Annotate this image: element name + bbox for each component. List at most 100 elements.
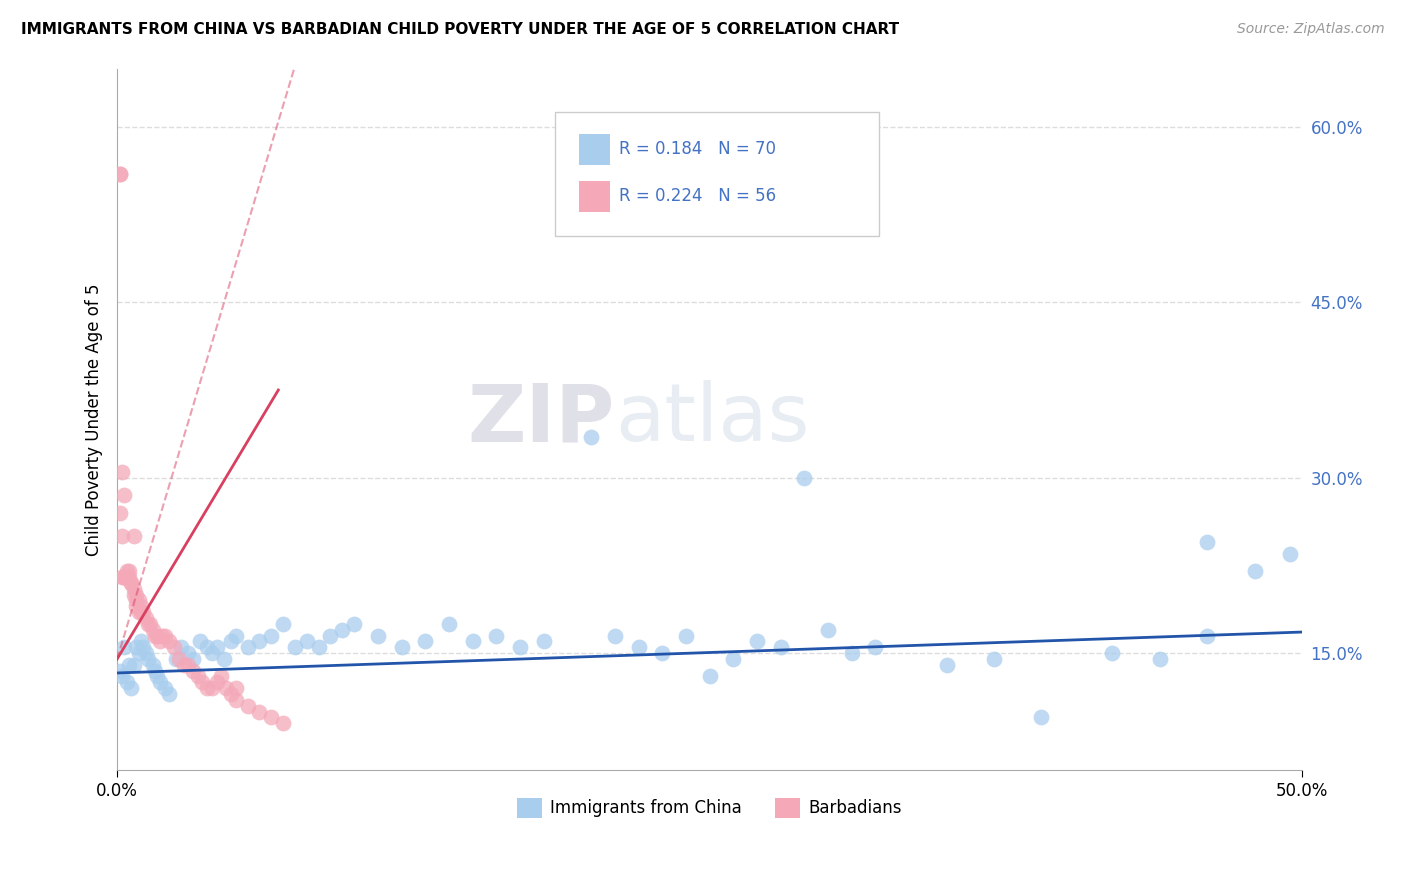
Point — [135, 611, 157, 625]
Point — [343, 616, 366, 631]
Point — [181, 652, 204, 666]
Point — [177, 657, 200, 672]
Point — [132, 640, 155, 655]
Point — [149, 675, 172, 690]
Text: Source: ZipAtlas.com: Source: ZipAtlas.com — [1237, 22, 1385, 37]
Point — [153, 628, 176, 642]
Point — [865, 640, 887, 655]
Point — [211, 669, 233, 683]
Point — [135, 646, 157, 660]
Point — [201, 681, 224, 695]
Point — [139, 616, 162, 631]
Point — [120, 576, 142, 591]
Point — [236, 698, 259, 713]
Point — [173, 657, 195, 672]
Point — [308, 640, 330, 655]
Point — [295, 634, 318, 648]
Point — [177, 646, 200, 660]
Point — [112, 640, 135, 655]
Point — [120, 576, 142, 591]
Point — [157, 687, 180, 701]
Point — [125, 593, 148, 607]
Point — [841, 646, 863, 660]
Point — [1197, 628, 1219, 642]
Y-axis label: Child Poverty Under the Age of 5: Child Poverty Under the Age of 5 — [86, 283, 103, 556]
Point — [205, 675, 228, 690]
Point — [118, 570, 141, 584]
Point — [143, 664, 166, 678]
Point — [699, 669, 721, 683]
Point — [115, 570, 138, 584]
Point — [142, 623, 165, 637]
Point — [170, 640, 193, 655]
Point — [271, 716, 294, 731]
Point — [1031, 710, 1053, 724]
Point — [149, 634, 172, 648]
Point — [111, 529, 134, 543]
Point — [603, 628, 626, 642]
Point — [112, 570, 135, 584]
Point — [122, 657, 145, 672]
Point — [143, 628, 166, 642]
Point — [181, 664, 204, 678]
Point — [112, 570, 135, 584]
Point — [128, 605, 150, 619]
Point — [195, 681, 218, 695]
Point — [1243, 564, 1265, 578]
Point — [745, 634, 768, 648]
Point — [108, 506, 131, 520]
Point — [247, 705, 270, 719]
Point — [111, 465, 134, 479]
Point — [165, 652, 187, 666]
Point — [260, 628, 283, 642]
Point — [651, 646, 673, 660]
Point — [125, 599, 148, 614]
Point — [115, 564, 138, 578]
Point — [120, 681, 142, 695]
Point — [122, 529, 145, 543]
Point — [129, 605, 152, 619]
Point — [128, 646, 150, 660]
Point — [579, 430, 602, 444]
Point — [108, 664, 131, 678]
Point — [225, 681, 247, 695]
Legend: Immigrants from China, Barbadians: Immigrants from China, Barbadians — [510, 791, 908, 825]
Point — [509, 640, 531, 655]
Point — [146, 628, 169, 642]
Point — [627, 640, 650, 655]
Point — [247, 634, 270, 648]
Point — [260, 710, 283, 724]
Point — [146, 669, 169, 683]
Text: R = 0.184   N = 70: R = 0.184 N = 70 — [619, 140, 776, 158]
Point — [129, 599, 152, 614]
Point — [215, 681, 238, 695]
Point — [1101, 646, 1123, 660]
Point — [108, 167, 131, 181]
Point — [167, 652, 190, 666]
Point — [132, 605, 155, 619]
Point — [219, 687, 242, 701]
Text: ZIP: ZIP — [468, 380, 614, 458]
Point — [187, 669, 209, 683]
Point — [129, 634, 152, 648]
Point — [983, 652, 1005, 666]
Point — [108, 167, 131, 181]
Point — [111, 570, 134, 584]
Point — [413, 634, 436, 648]
Point — [1197, 535, 1219, 549]
Point — [1149, 652, 1171, 666]
Point — [219, 634, 242, 648]
Point — [793, 471, 815, 485]
Point — [533, 634, 555, 648]
Point — [225, 628, 247, 642]
Point — [115, 675, 138, 690]
Point — [111, 669, 134, 683]
Point — [195, 640, 218, 655]
Point — [112, 488, 135, 502]
Point — [122, 582, 145, 596]
Point — [271, 616, 294, 631]
Point — [723, 652, 745, 666]
Point — [284, 640, 307, 655]
Point — [675, 628, 697, 642]
Point — [319, 628, 342, 642]
